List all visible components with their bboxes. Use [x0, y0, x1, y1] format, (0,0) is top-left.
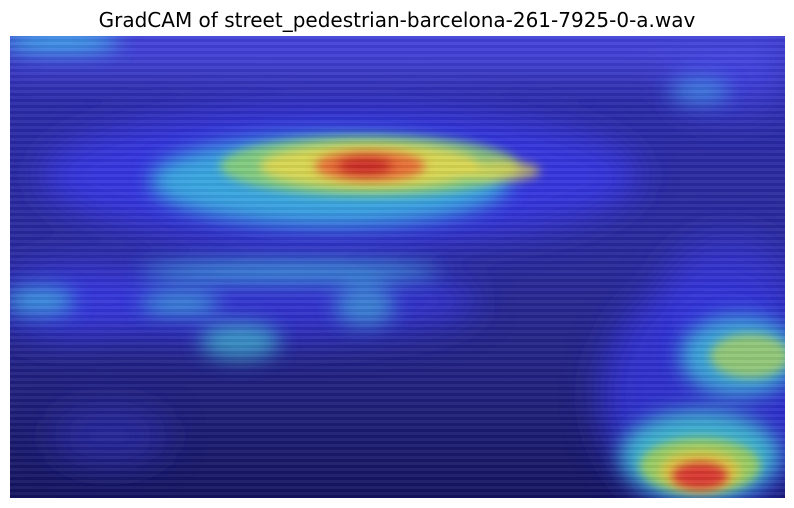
gradcam-heatmap [10, 36, 785, 498]
heatmap-svg [10, 36, 785, 498]
spectrogram-texture [10, 36, 785, 498]
figure-title: GradCAM of street_pedestrian-barcelona-2… [98, 8, 696, 32]
